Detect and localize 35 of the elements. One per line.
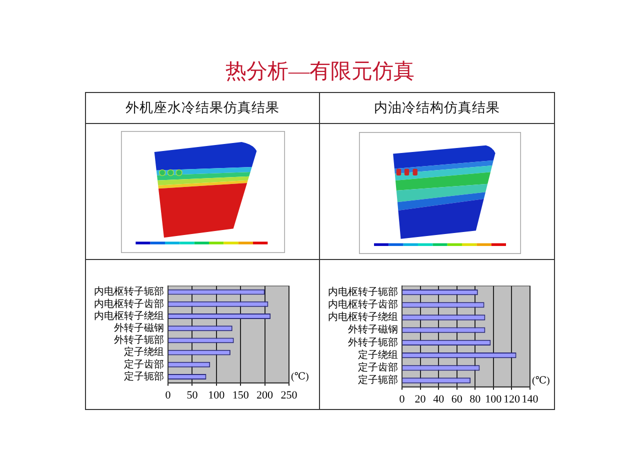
text: 热分析—有限元仿真 bbox=[224, 58, 416, 85]
x-tick-label: 0 bbox=[399, 393, 406, 406]
y-tick-label: 内电枢转子绕组 bbox=[94, 310, 164, 322]
x-tick-label: 20 bbox=[414, 393, 426, 406]
x-tick-label: 40 bbox=[433, 393, 445, 406]
x-tick-label: 0 bbox=[165, 389, 172, 402]
x-tick-label: 100 bbox=[485, 393, 502, 406]
x-tick-label: 60 bbox=[451, 393, 463, 406]
y-tick-label: 内电枢转子绕组 bbox=[328, 311, 398, 324]
y-tick-label: 内电枢转子齿部 bbox=[94, 298, 164, 310]
y-tick-label: 内电枢转子轭部 bbox=[94, 286, 164, 298]
y-tick-label: 定子齿部 bbox=[358, 362, 398, 374]
x-tick-label: 200 bbox=[256, 389, 274, 402]
y-tick-label: 内电枢转子齿部 bbox=[328, 298, 398, 311]
x-axis-title: (℃) bbox=[532, 375, 550, 386]
x-tick-label: 140 bbox=[522, 393, 539, 406]
chart-title: 内油冷结构仿真结果 bbox=[320, 93, 554, 124]
chart-title: 外机座水冷结果仿真结果 bbox=[86, 93, 319, 124]
y-tick-label: 定子轭部 bbox=[358, 374, 398, 386]
x-tick-label: 120 bbox=[503, 393, 520, 406]
x-tick-label: 250 bbox=[280, 389, 298, 402]
y-tick-label: 外转子轭部 bbox=[348, 336, 398, 348]
y-tick-label: 定子齿部 bbox=[124, 358, 164, 370]
x-axis-title: (℃) bbox=[291, 371, 309, 382]
x-tick-label: 50 bbox=[186, 389, 198, 402]
y-tick-label: 定子绕组 bbox=[124, 346, 164, 358]
y-tick-label: 外转子磁钢 bbox=[348, 324, 398, 336]
y-tick-label: 外转子轭部 bbox=[114, 334, 164, 346]
x-tick-label: 100 bbox=[208, 389, 226, 402]
x-tick-label: 150 bbox=[232, 389, 250, 402]
x-tick-label: 80 bbox=[470, 393, 482, 406]
y-tick-label: 内电枢转子轭部 bbox=[328, 286, 398, 298]
y-tick-label: 外转子磁钢 bbox=[114, 322, 164, 334]
y-tick-label: 定子轭部 bbox=[124, 370, 164, 382]
y-tick-label: 定子绕组 bbox=[358, 348, 398, 361]
